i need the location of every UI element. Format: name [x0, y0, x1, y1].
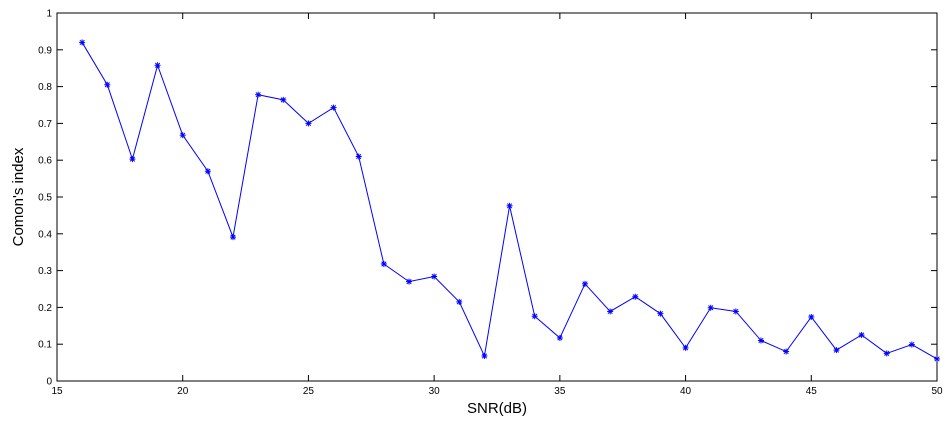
series-markers — [79, 39, 940, 362]
data-point — [406, 278, 412, 285]
y-tick-label: 1 — [46, 9, 52, 20]
data-point — [431, 273, 438, 280]
data-point — [632, 293, 639, 300]
x-tick-label: 30 — [429, 386, 441, 397]
data-point — [858, 332, 865, 338]
y-axis: 0 0.1 0.2 0.3 0.4 0.5 0.6 0.7 0.8 0.9 1 — [38, 9, 937, 388]
data-point — [682, 344, 689, 351]
y-axis-label: Comon's index — [10, 147, 27, 246]
data-point — [104, 81, 111, 88]
data-point — [179, 132, 186, 139]
data-point — [582, 280, 588, 287]
data-point — [305, 120, 312, 127]
data-point — [280, 96, 287, 103]
data-point — [380, 260, 387, 267]
y-tick-label: 0.4 — [38, 229, 52, 240]
data-point — [330, 104, 337, 111]
x-tick-label: 50 — [931, 386, 943, 397]
data-point — [154, 62, 161, 69]
data-point — [129, 156, 136, 163]
plot-frame — [56, 12, 938, 382]
y-tick-label: 0 — [46, 377, 52, 388]
x-tick-label: 40 — [680, 386, 692, 397]
y-tick-label: 0.8 — [38, 82, 52, 93]
y-tick-label: 0.1 — [38, 340, 52, 351]
data-point — [707, 304, 714, 311]
y-tick-label: 0.5 — [38, 193, 52, 204]
y-tick-label: 0.2 — [38, 303, 52, 314]
data-point — [255, 91, 262, 98]
data-point — [732, 308, 739, 315]
y-tick-label: 0.7 — [38, 119, 52, 130]
data-point — [833, 347, 840, 354]
x-axis: 15 20 25 30 35 40 45 50 — [51, 13, 943, 397]
x-axis-label: SNR(dB) — [467, 400, 527, 417]
y-tick-label: 0.3 — [38, 266, 52, 277]
x-tick-label: 20 — [177, 386, 189, 397]
data-point — [808, 313, 815, 320]
data-point — [456, 298, 463, 305]
data-point — [531, 313, 538, 320]
data-point — [934, 355, 940, 362]
data-point — [481, 352, 488, 359]
data-point — [783, 348, 790, 355]
data-point — [355, 153, 362, 160]
data-point — [556, 334, 563, 341]
x-tick-label: 15 — [51, 386, 63, 397]
data-point — [883, 350, 890, 357]
data-point — [230, 234, 236, 241]
x-tick-label: 35 — [554, 386, 566, 397]
data-point — [506, 202, 513, 209]
y-tick-label: 0.6 — [38, 156, 52, 167]
data-point — [204, 168, 211, 175]
data-point — [758, 337, 764, 344]
y-tick-label: 0.9 — [38, 45, 52, 56]
x-tick-label: 45 — [806, 386, 818, 397]
data-point — [79, 39, 86, 46]
data-point — [607, 308, 614, 315]
data-point — [908, 341, 915, 348]
x-tick-label: 25 — [303, 386, 315, 397]
data-point — [657, 310, 664, 317]
